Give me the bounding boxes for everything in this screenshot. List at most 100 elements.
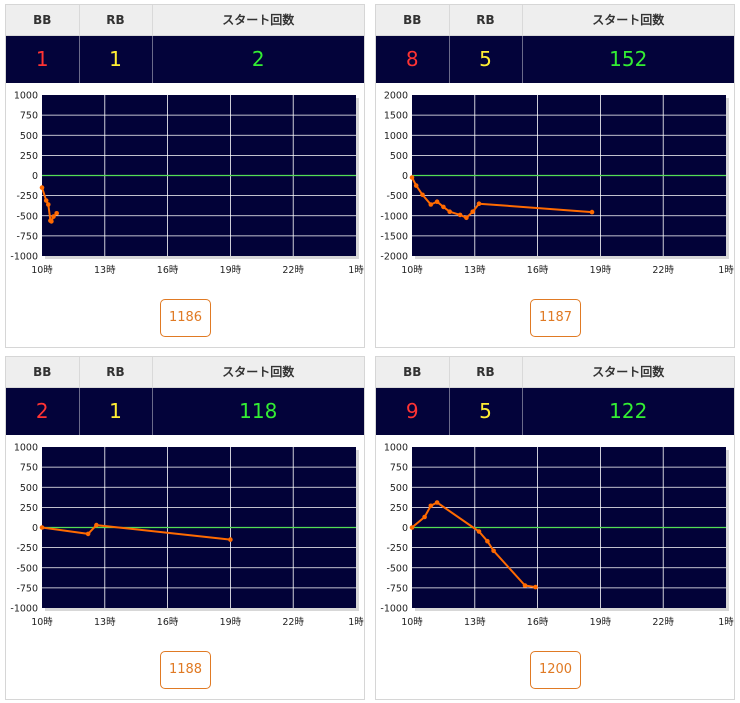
data-point	[49, 219, 54, 224]
x-tick-label: 13時	[94, 617, 116, 628]
data-point	[409, 175, 415, 180]
y-tick-label: -1500	[380, 231, 408, 242]
slump-graph: 1000 750 500 250 0 -250 -500 -750 -1000 10時 13時 16時…	[376, 441, 734, 637]
machine-number-button[interactable]: 1200	[530, 651, 581, 689]
rb-header: RB	[79, 357, 153, 388]
rb-count: 5	[449, 35, 523, 83]
bb-header: BB	[376, 357, 450, 388]
slump-graph: 1000 750 500 250 0 -250 -500 -750 -1000 10時 13時 16時…	[6, 441, 364, 637]
x-tick-label: 19時	[220, 265, 242, 276]
starts-header: スタート回数	[522, 5, 734, 36]
data-point	[476, 201, 482, 206]
data-point	[457, 212, 463, 218]
data-point	[43, 198, 49, 203]
data-point	[85, 531, 91, 537]
y-tick-label: 250	[20, 151, 38, 162]
x-tick-label: 10時	[401, 265, 423, 276]
data-point	[54, 211, 59, 216]
rb-count: 1	[79, 35, 153, 83]
machine-number-button[interactable]: 1187	[530, 299, 581, 337]
start-count: 122	[522, 387, 734, 435]
bb-count: 2	[6, 387, 80, 435]
x-tick-label: 16時	[157, 265, 179, 276]
y-tick-label: -1000	[10, 252, 38, 263]
data-point	[39, 185, 45, 190]
start-count: 2	[152, 35, 364, 83]
data-point	[434, 199, 440, 204]
data-point	[413, 183, 419, 188]
y-tick-label: -2000	[380, 252, 408, 263]
data-point	[428, 202, 434, 207]
bb-header: BB	[6, 5, 80, 36]
x-tick-label: 19時	[220, 617, 242, 628]
machine-panel-1186: BB RB スタート回数 1 1 2 1000 750 500 250 0 -250 -50…	[5, 4, 365, 348]
y-tick-label: 1000	[14, 91, 38, 102]
starts-header: スタート回数	[152, 357, 364, 388]
y-tick-label: -1000	[380, 604, 408, 615]
starts-header: スタート回数	[152, 5, 364, 36]
x-tick-label: 22時	[282, 265, 304, 276]
x-tick-label: 19時	[590, 265, 612, 276]
y-tick-label: 250	[20, 503, 38, 514]
data-point	[470, 209, 475, 214]
y-tick-label: 1500	[384, 111, 408, 122]
y-tick-label: -500	[16, 563, 38, 574]
y-tick-label: -750	[16, 231, 38, 242]
y-tick-label: 2000	[384, 91, 408, 102]
start-count: 118	[152, 387, 364, 435]
x-tick-label: 22時	[652, 617, 674, 628]
x-tick-label: 13時	[464, 617, 486, 628]
data-point	[428, 503, 434, 509]
data-point	[39, 525, 45, 530]
machine-panel-1188: BB RB スタート回数 2 1 118 1000 750 500 250 0 -250 -…	[5, 356, 365, 700]
data-point	[589, 209, 595, 215]
data-point	[522, 583, 528, 588]
data-point	[51, 214, 56, 219]
slump-graph: 1000 750 500 250 0 -250 -500 -750 -1000 10時 13時 16時…	[6, 89, 364, 285]
y-tick-label: -500	[16, 211, 38, 222]
machine-number-button[interactable]: 1186	[160, 299, 211, 337]
x-tick-label: 10時	[31, 617, 53, 628]
x-tick-label: 1時	[348, 617, 364, 628]
rb-count: 5	[449, 387, 523, 435]
y-tick-label: 250	[390, 503, 408, 514]
stats-table: BB RB スタート回数 9 5 122	[376, 357, 734, 435]
stats-table: BB RB スタート回数 1 1 2	[6, 5, 364, 83]
y-tick-label: 750	[390, 463, 408, 474]
bb-count: 1	[6, 35, 80, 83]
rb-header: RB	[449, 357, 523, 388]
slump-line	[41, 524, 231, 541]
data-point	[409, 525, 415, 530]
x-tick-label: 13時	[464, 265, 486, 276]
machine-panel-1200: BB RB スタート回数 9 5 122 1000 750 500 250 0 -250 -…	[375, 356, 735, 700]
slump-chart-svg: 1000 750 500 250 0 -250 -500 -750 -1000 10時 13時 16時…	[380, 443, 734, 629]
y-tick-label: -1000	[380, 211, 408, 222]
x-tick-label: 22時	[652, 265, 674, 276]
data-point	[422, 514, 427, 520]
data-point	[434, 500, 440, 505]
y-tick-label: -500	[386, 563, 408, 574]
data-point	[533, 584, 538, 590]
data-point	[476, 529, 482, 534]
bb-count: 9	[376, 387, 450, 435]
stats-table: BB RB スタート回数 2 1 118	[6, 357, 364, 435]
x-tick-label: 13時	[94, 265, 116, 276]
y-tick-label: 1000	[384, 443, 408, 454]
data-point	[94, 522, 99, 528]
stats-table: BB RB スタート回数 8 5 152	[376, 5, 734, 83]
data-point	[464, 215, 469, 221]
y-tick-label: 0	[32, 523, 38, 534]
y-tick-label: 1000	[384, 131, 408, 142]
machine-panel-1187: BB RB スタート回数 8 5 152 2000 1500 1000 500 0 -50…	[375, 4, 735, 348]
start-count: 152	[522, 35, 734, 83]
data-point	[420, 192, 425, 198]
data-point	[447, 209, 452, 214]
y-tick-label: 500	[20, 131, 38, 142]
y-tick-label: -250	[386, 543, 408, 554]
y-tick-label: -750	[386, 583, 408, 594]
machine-number-button[interactable]: 1188	[160, 651, 211, 689]
y-tick-label: 750	[20, 463, 38, 474]
y-tick-label: 0	[32, 171, 38, 182]
starts-header: スタート回数	[522, 357, 734, 388]
x-tick-label: 10時	[401, 617, 423, 628]
